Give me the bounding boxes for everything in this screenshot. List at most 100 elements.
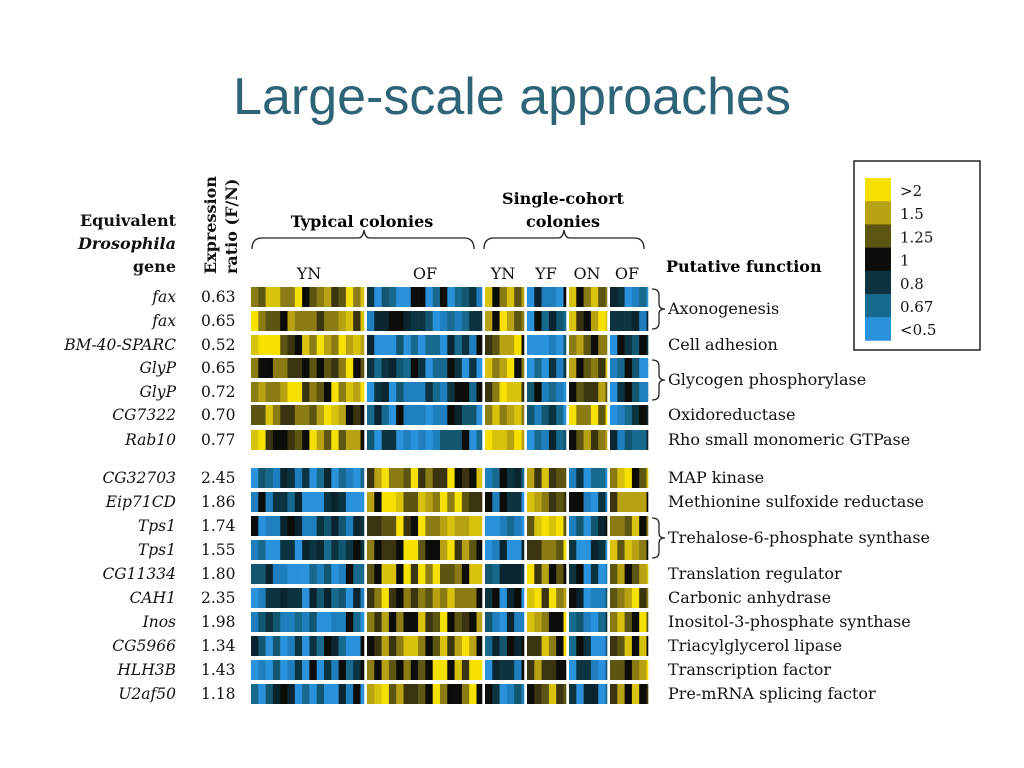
heatmap-block — [569, 588, 608, 608]
heatmap-cell — [485, 382, 493, 402]
heatmap-cell — [639, 287, 647, 307]
heatmap-cell — [440, 382, 448, 402]
heatmap-cell — [381, 405, 390, 425]
heatmap-cell — [280, 564, 288, 584]
heatmap-cell — [610, 588, 618, 608]
heatmap-cell — [251, 405, 259, 425]
heatmap-cell — [331, 660, 339, 680]
heatmap-cell — [541, 405, 550, 425]
heatmap-cell — [534, 516, 542, 536]
heatmap-cell — [280, 430, 288, 450]
heatmap-cell — [646, 430, 649, 450]
heatmap-cell — [331, 492, 339, 512]
heatmap-block — [610, 335, 649, 355]
heatmap-cell — [548, 540, 557, 560]
heatmap-cell — [541, 287, 550, 307]
heatmap-cell — [521, 311, 525, 331]
heatmap-cell — [514, 540, 522, 560]
heatmap-cell — [590, 636, 599, 656]
heatmap-cell — [534, 660, 542, 680]
heatmap-cell — [280, 660, 288, 680]
heatmap-cell — [583, 468, 592, 488]
heatmap-cell — [461, 430, 470, 450]
heatmap-cell — [324, 612, 332, 632]
heatmap-cell — [338, 516, 347, 536]
heatmap-cell — [506, 335, 515, 355]
heatmap-cell — [639, 468, 647, 488]
heatmap-cell — [476, 468, 483, 488]
typical-colonies-brace — [251, 229, 475, 250]
heatmap-cell — [309, 430, 317, 450]
expression-ratio: 0.72 — [201, 383, 236, 401]
heatmap-cell — [639, 516, 647, 536]
heatmap-cell — [569, 492, 577, 512]
condition-typical-yn: YN — [296, 264, 322, 283]
heatmap-cell — [251, 287, 259, 307]
heatmap-cell — [309, 492, 317, 512]
heatmap-cell — [418, 358, 426, 378]
heatmap-cell — [396, 564, 404, 584]
heatmap-cell — [514, 588, 522, 608]
heatmap-block — [485, 311, 525, 331]
heatmap-block — [485, 660, 525, 680]
heatmap-cell — [324, 684, 332, 704]
heatmap-cell — [563, 564, 567, 584]
heatmap-cell — [447, 636, 455, 656]
heatmap-cell — [624, 311, 633, 331]
heatmap-cell — [425, 405, 433, 425]
heatmap-cell — [353, 287, 361, 307]
heatmap-cell — [576, 468, 584, 488]
heatmap-cell — [534, 382, 542, 402]
heatmap-cell — [476, 516, 483, 536]
heatmap-cell — [294, 516, 303, 536]
gene-header-line2: Drosophila — [77, 234, 176, 253]
heatmap-cell — [499, 358, 508, 378]
heatmap-cell — [272, 430, 281, 450]
heatmap-cell — [499, 335, 508, 355]
heatmap-cell — [367, 358, 375, 378]
heatmap-cell — [541, 636, 550, 656]
heatmap-block — [527, 516, 567, 536]
heatmap-cell — [331, 684, 339, 704]
heatmap-cell — [610, 612, 618, 632]
heatmap-block — [251, 335, 365, 355]
heatmap-cell — [556, 335, 564, 355]
gene-name: CG32703 — [102, 469, 176, 487]
heatmap-cell — [469, 540, 477, 560]
heatmap-cell — [381, 516, 390, 536]
heatmap-cell — [272, 335, 281, 355]
heatmap-cell — [556, 430, 564, 450]
heatmap-cell — [610, 516, 618, 536]
heatmap-cell — [447, 564, 455, 584]
heatmap-cell — [576, 311, 584, 331]
heatmap-cell — [534, 430, 542, 450]
heatmap-cell — [440, 660, 448, 680]
heatmap-cell — [646, 684, 649, 704]
heatmap-cell — [514, 612, 522, 632]
heatmap-cell — [410, 405, 419, 425]
heatmap-cell — [485, 430, 493, 450]
heatmap-block — [569, 468, 608, 488]
putative-function-label: Axonogenesis — [667, 299, 779, 318]
heatmap-cell — [280, 382, 288, 402]
heatmap-block — [527, 492, 567, 512]
heatmap-cell — [374, 564, 382, 584]
heatmap-cell — [469, 684, 477, 704]
heatmap-cell — [624, 516, 633, 536]
heatmap-cell — [287, 382, 296, 402]
heatmap-block — [569, 358, 608, 378]
heatmap-block — [251, 468, 365, 488]
heatmap-cell — [381, 492, 390, 512]
heatmap-cell — [590, 684, 599, 704]
heatmap-cell — [360, 516, 365, 536]
heatmap-cell — [338, 492, 347, 512]
heatmap-cell — [367, 540, 375, 560]
heatmap-cell — [598, 540, 606, 560]
heatmap-cell — [576, 335, 584, 355]
heatmap-cell — [396, 492, 404, 512]
heatmap-cell — [353, 516, 361, 536]
heatmap-cell — [461, 540, 470, 560]
heatmap-cell — [617, 358, 625, 378]
heatmap-block — [367, 430, 483, 450]
heatmap-cell — [485, 588, 493, 608]
